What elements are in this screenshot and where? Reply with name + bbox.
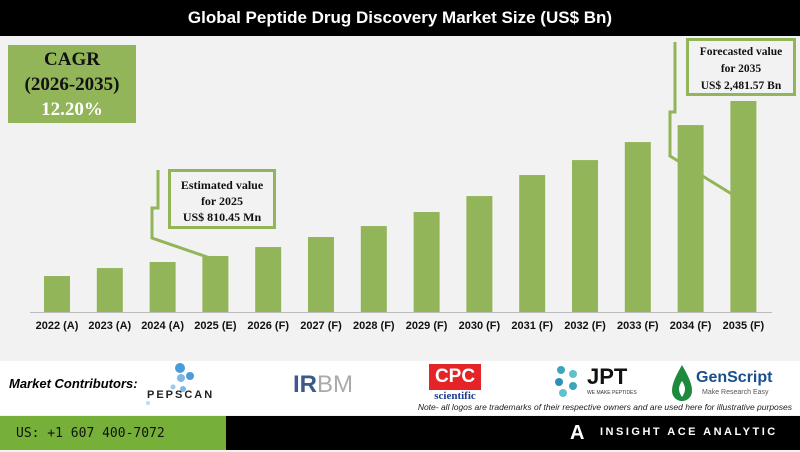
trademark-note: Note- all logos are trademarks of their … [417, 402, 792, 412]
callout-value: US$ 2,481.57 Bn [700, 80, 782, 92]
genscript-tagline: Make Research Easy [702, 389, 769, 396]
bar-2023 [96, 268, 123, 312]
cagr-box: CAGR (2026-2035) 12.20% [8, 45, 136, 123]
cpc-scientific-logo: CPC scientific [429, 364, 481, 402]
irbm-logo: IRBM [293, 371, 353, 398]
x-tick-label: 2026 (F) [247, 320, 289, 332]
bar-2033 [624, 142, 651, 312]
x-tick-label: 2027 (F) [300, 320, 342, 332]
cagr-label: CAGR [44, 49, 100, 70]
forecast-value-callout: Forecasted value for 2035 US$ 2,481.57 B… [686, 38, 796, 96]
estimated-value-callout: Estimated value for 2025 US$ 810.45 Mn [168, 169, 276, 229]
x-tick-label: 2034 (F) [670, 320, 712, 332]
bar-2027 [308, 237, 334, 312]
estimated-connector [150, 170, 211, 260]
cagr-period: (2026-2035) [24, 74, 120, 95]
callout-text: for 2035 [720, 63, 762, 75]
contributors-strip: Market Contributors: PEPSCAN IRBM CPC sc… [0, 361, 800, 415]
chart-title: Global Peptide Drug Discovery Market Siz… [0, 0, 800, 36]
bar-2022 [44, 276, 70, 312]
x-tick-label: 2033 (F) [617, 320, 659, 332]
x-tick-label: 2031 (F) [511, 320, 553, 332]
jpt-tagline: WE MAKE PEPTIDES [587, 390, 637, 396]
contributors-label: Market Contributors: [9, 376, 138, 391]
bar-2028 [360, 226, 387, 312]
brand-name: INSIGHT ACE ANALYTIC [600, 426, 778, 438]
x-tick-label: 2035 (F) [723, 320, 765, 332]
pepscan-text: PEPSCAN [147, 389, 214, 401]
bar-chart: 2022 (A) 2023 (A) 2024 (A) 2025 (E) 2026 (F)… [30, 42, 772, 332]
x-tick-label: 2025 (E) [194, 320, 237, 332]
cagr-value: 12.20% [41, 99, 103, 120]
x-tick-label: 2029 (F) [406, 320, 448, 332]
callout-text: Estimated value [180, 178, 264, 192]
bar-2026 [255, 247, 282, 312]
bar-2031 [519, 175, 546, 312]
callout-text: Forecasted value [699, 46, 783, 58]
bar-2025 [202, 255, 229, 312]
phone-number: US: +1 607 400-7072 [0, 416, 226, 450]
bar-2024 [149, 262, 176, 312]
x-tick-label: 2023 (A) [88, 320, 131, 332]
x-tick-label: 2028 (F) [353, 320, 395, 332]
x-tick-label: 2024 (A) [141, 320, 184, 332]
bar-2035 [730, 101, 757, 312]
x-tick-label: 2030 (F) [459, 320, 501, 332]
bar-2030 [466, 196, 493, 312]
insight-ace-logo-icon: A [570, 422, 585, 444]
x-tick-label: 2032 (F) [564, 320, 606, 332]
footer: US: +1 607 400-7072 A INSIGHT ACE ANALYT… [0, 416, 800, 450]
bar-2034 [677, 125, 704, 313]
bar-2029 [413, 212, 440, 312]
callout-value: US$ 810.45 Mn [182, 210, 262, 224]
pepscan-logo: PEPSCAN [145, 363, 240, 411]
bar-2032 [572, 160, 598, 312]
x-tick-label: 2022 (A) [36, 320, 79, 332]
callout-text: for 2025 [200, 194, 244, 208]
